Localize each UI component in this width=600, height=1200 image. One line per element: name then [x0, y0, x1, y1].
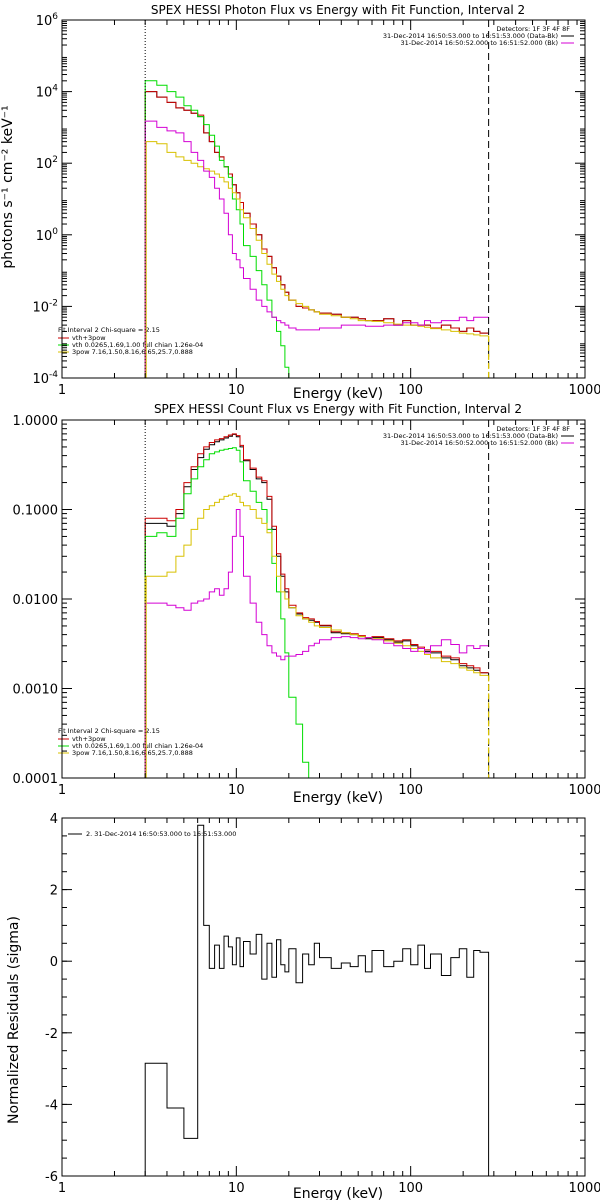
y-tick-label: 0.0010	[13, 683, 59, 698]
photon-flux-legend-top-right: Detectors: 1F 3F 4F 8F 31-Dec-2014 16:50…	[383, 25, 574, 47]
residuals-ylabel: Normalized Residuals (sigma)	[6, 916, 22, 1124]
legend-detectors: Detectors: 1F 3F 4F 8F	[496, 425, 570, 433]
y-tick-label: -6	[45, 1170, 58, 1185]
y-tick-label: 0	[50, 955, 58, 970]
x-tick-label: 1	[58, 783, 66, 798]
x-tick-label: 100	[398, 783, 423, 798]
series-background-line	[144, 509, 489, 778]
x-tick-label: 10	[228, 1181, 245, 1196]
y-tick-label: 2	[50, 884, 58, 899]
y-tick-label: 106	[36, 12, 59, 29]
series-vth-line	[144, 447, 310, 778]
series-data-line	[144, 433, 489, 778]
x-tick-label: 10	[228, 783, 245, 798]
y-tick-label: -4	[45, 1098, 58, 1113]
y-tick-label: 0.0001	[13, 772, 59, 787]
series-residuals-line	[144, 824, 490, 1176]
count-flux-xlabel: Energy (keV)	[293, 790, 383, 806]
series-group	[144, 80, 489, 378]
count-flux-panel: SPEX HESSI Count Flux vs Energy with Fit…	[13, 402, 600, 806]
residuals-xlabel: Energy (keV)	[293, 1186, 383, 1200]
y-tick-label: 0.1000	[13, 504, 59, 519]
y-tick-label: 0.0100	[13, 593, 59, 608]
plot-frame	[61, 817, 586, 1177]
series-3pow-line	[144, 141, 489, 378]
legend-vth: vth 0.0265,1.69,1.00 full chian 1.26e-04	[72, 742, 203, 750]
series-data-line	[144, 91, 489, 378]
count-flux-legend-bottom-left: Fit Interval 2 Chi-square = 2.15 vth+3po…	[58, 727, 203, 757]
x-tick-label: 100	[398, 1181, 423, 1196]
y-tick-label: 4	[50, 812, 58, 827]
legend-vth3pow: vth+3pow	[72, 735, 106, 743]
x-tick-label: 1000	[568, 383, 600, 398]
photon-flux-xlabel: Energy (keV)	[293, 386, 383, 402]
count-flux-legend-top-right: Detectors: 1F 3F 4F 8F 31-Dec-2014 16:50…	[383, 425, 574, 447]
series-3pow-line	[144, 493, 489, 778]
legend-vth3pow: vth+3pow	[72, 334, 106, 342]
x-tick-label: 1	[58, 1181, 66, 1196]
series-vth-3pow-line	[144, 91, 489, 378]
plot-frame	[61, 19, 586, 379]
y-tick-label: 102	[36, 155, 58, 172]
legend-fit-interval: Fit Interval 2 Chi-square = 2.15	[58, 326, 160, 334]
legend-3pow: 3pow 7.16,1.50,8.16,6.65,25.7,0.888	[72, 749, 193, 757]
count-flux-title: SPEX HESSI Count Flux vs Energy with Fit…	[154, 402, 522, 416]
legend-fit-interval: Fit Interval 2 Chi-square = 2.15	[58, 727, 160, 735]
legend-bk-interval: 31-Dec-2014 16:50:52.000 to 16:51:52.000…	[401, 439, 559, 447]
y-tick-label: 104	[36, 84, 59, 101]
legend-3pow: 3pow 7.16,1.50,8.16,6.65,25.7,0.888	[72, 348, 193, 356]
series-vth-3pow-line	[144, 433, 489, 778]
y-tick-label: 10-2	[32, 298, 58, 315]
x-tick-label: 1000	[568, 1181, 600, 1196]
y-tick-label: 10-4	[32, 370, 58, 387]
x-tick-label: 1	[58, 383, 66, 398]
residuals-panel: Normalized Residuals (sigma) Energy (keV…	[6, 812, 600, 1200]
legend-data-interval: 31-Dec-2014 16:50:53.000 to 16:51:53.000…	[383, 432, 558, 440]
y-tick-label: 1.0000	[13, 414, 59, 429]
legend-detectors: Detectors: 1F 3F 4F 8F	[496, 25, 570, 33]
series-group	[144, 824, 490, 1176]
residuals-legend: 2. 31-Dec-2014 16:50:53.000 to 16:51:53.…	[68, 830, 236, 838]
legend-vth: vth 0.0265,1.69,1.00 full chian 1.26e-04	[72, 341, 203, 349]
y-tick-label: -2	[45, 1027, 58, 1042]
photon-flux-ylabel: photons s⁻¹ cm⁻² keV⁻¹	[0, 105, 16, 268]
photon-flux-title: SPEX HESSI Photon Flux vs Energy with Fi…	[151, 3, 525, 17]
series-background-line	[144, 120, 489, 378]
y-tick-label: 100	[36, 227, 59, 244]
plot-frame	[61, 419, 586, 779]
legend-data-interval: 31-Dec-2014 16:50:53.000 to 16:51:53.000…	[383, 32, 558, 40]
x-tick-label: 1000	[568, 783, 600, 798]
residuals-legend-label: 2. 31-Dec-2014 16:50:53.000 to 16:51:53.…	[86, 830, 236, 838]
x-tick-label: 10	[228, 383, 245, 398]
photon-flux-panel: SPEX HESSI Photon Flux vs Energy with Fi…	[0, 3, 600, 402]
series-group	[144, 433, 489, 778]
x-tick-label: 100	[398, 383, 423, 398]
legend-bk-interval: 31-Dec-2014 16:50:52.000 to 16:51:52.000…	[401, 39, 559, 47]
series-vth-line	[144, 80, 290, 378]
photon-flux-legend-bottom-left: Fit Interval 2 Chi-square = 2.15 vth+3po…	[58, 326, 203, 356]
